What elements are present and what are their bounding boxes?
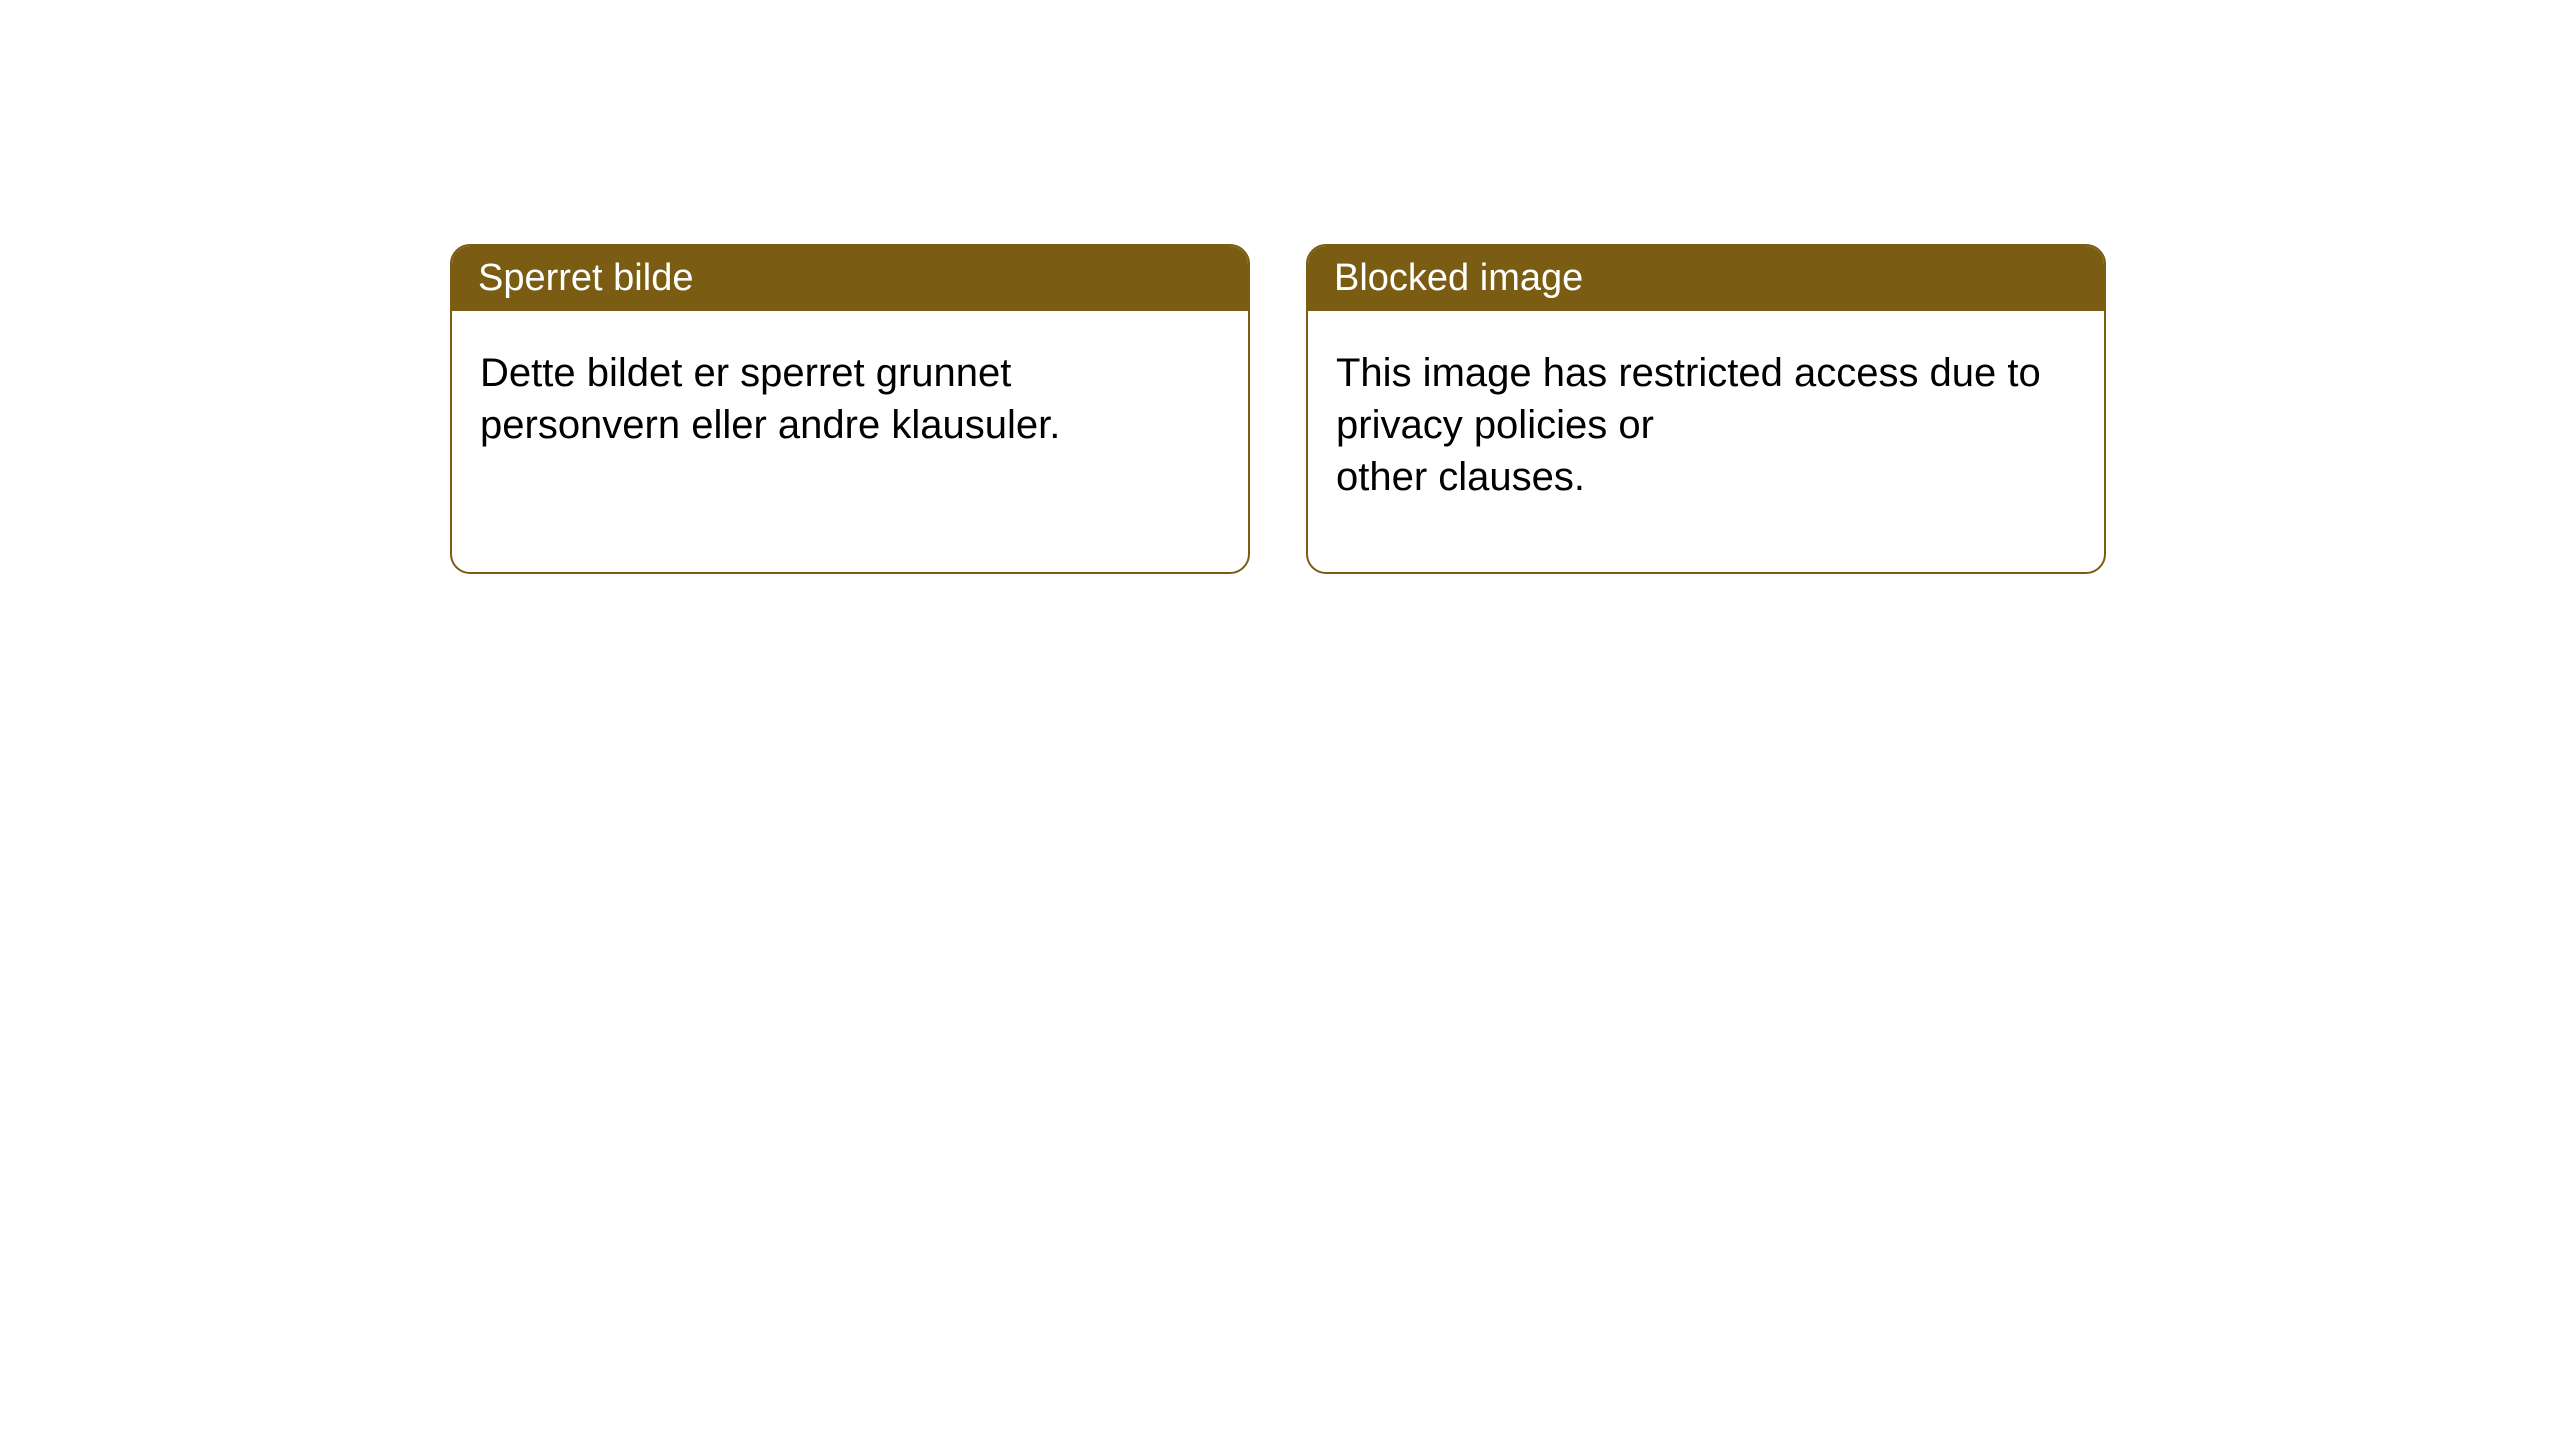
notice-card-no: Sperret bilde Dette bildet er sperret gr… <box>450 244 1250 574</box>
notice-card-en: Blocked image This image has restricted … <box>1306 244 2106 574</box>
notice-title-no: Sperret bilde <box>452 246 1248 311</box>
notice-container: Sperret bilde Dette bildet er sperret gr… <box>0 0 2560 574</box>
notice-body-no: Dette bildet er sperret grunnet personve… <box>452 311 1248 487</box>
notice-title-en: Blocked image <box>1308 246 2104 311</box>
notice-body-en: This image has restricted access due to … <box>1308 311 2104 539</box>
